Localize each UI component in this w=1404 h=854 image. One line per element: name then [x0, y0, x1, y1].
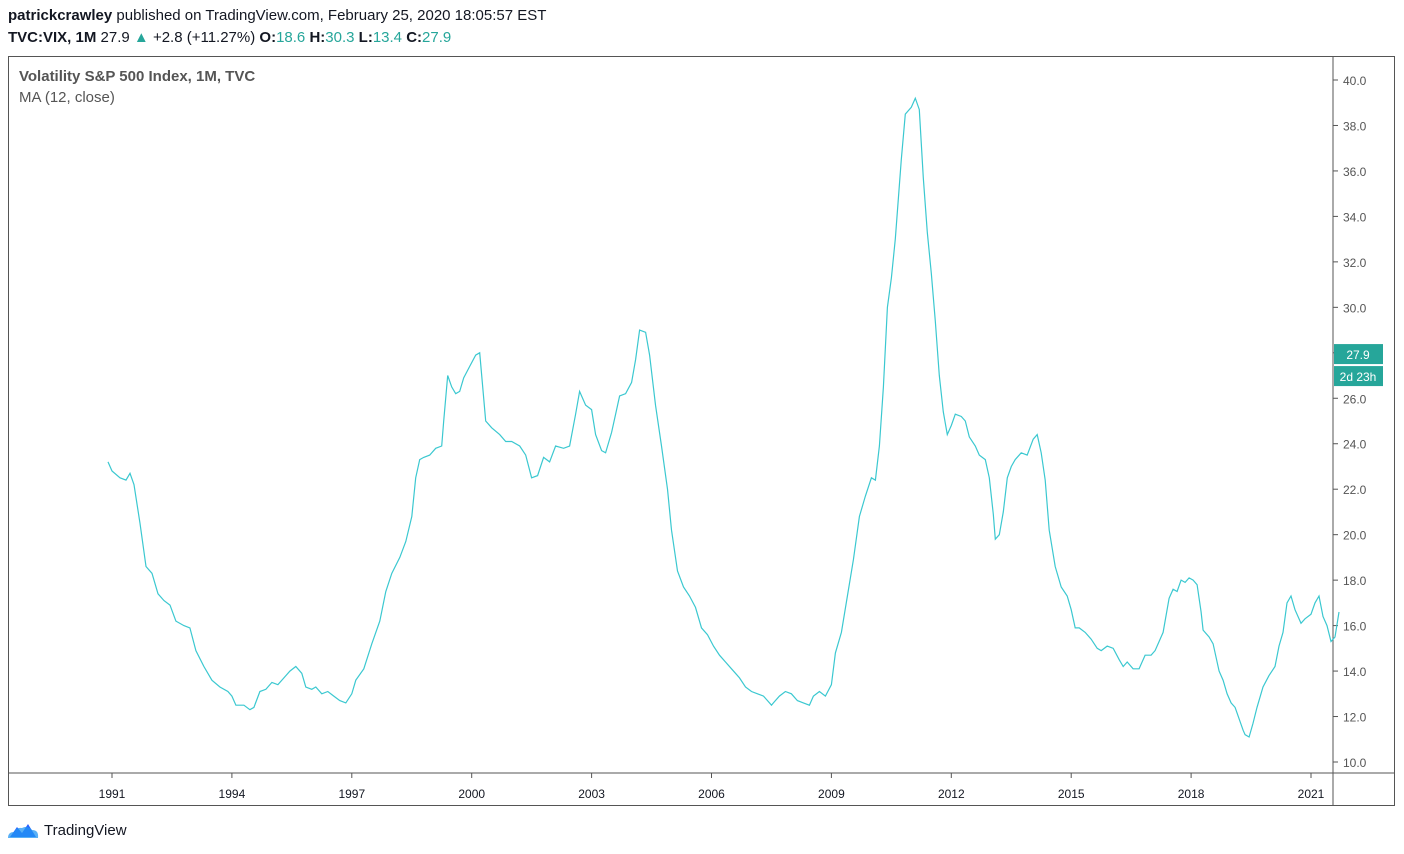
countdown-tag-label: 2d 23h [1340, 370, 1377, 384]
open-label: O: [259, 29, 277, 46]
y-tick-label: 18.0 [1343, 574, 1367, 588]
y-tick-label: 36.0 [1343, 165, 1367, 179]
x-tick-label: 2018 [1178, 787, 1205, 801]
symbol-line: TVC:VIX, 1M 27.9 ▲ +2.8 (+11.27%) O:18.6… [8, 29, 451, 46]
y-tick-label: 24.0 [1343, 438, 1367, 452]
y-tick-label: 16.0 [1343, 620, 1367, 634]
ma-series-line[interactable] [107, 96, 1340, 738]
x-tick-label: 2000 [458, 787, 485, 801]
last-price-tag-label: 27.9 [1346, 348, 1370, 362]
x-tick-label: 1991 [99, 787, 126, 801]
last-price: 27.9 [100, 29, 130, 46]
y-tick-label: 12.0 [1343, 711, 1367, 725]
last-price-tag [1334, 344, 1383, 365]
y-tick-label: 26.0 [1343, 392, 1367, 406]
y-tick-label: 22.0 [1343, 483, 1367, 497]
chart-frame[interactable] [8, 56, 1395, 806]
close-value: 27.9 [422, 29, 452, 46]
up-arrow-icon: ▲ [133, 29, 149, 46]
chart-title: Volatility S&P 500 Index, 1M, TVC [19, 68, 256, 85]
author-name[interactable]: patrickcrawley [8, 7, 113, 24]
indicator-label[interactable]: MA (12, close) [19, 89, 115, 106]
y-tick-label: 34.0 [1343, 210, 1367, 224]
y-tick-label: 40.0 [1343, 74, 1367, 88]
open-value: 18.6 [276, 29, 306, 46]
x-tick-label: 2009 [818, 787, 845, 801]
low-label: L: [358, 29, 373, 46]
y-tick-label: 38.0 [1343, 119, 1367, 133]
brand-logo[interactable]: TradingView [6, 820, 127, 840]
close-label: C: [406, 29, 423, 46]
high-label: H: [309, 29, 326, 46]
y-tick-label: 32.0 [1343, 256, 1367, 270]
x-tick-label: 2003 [578, 787, 605, 801]
y-tick-label: 30.0 [1343, 301, 1367, 315]
x-tick-label: 2021 [1298, 787, 1325, 801]
x-tick-label: 2015 [1058, 787, 1085, 801]
x-tick-label: 2006 [698, 787, 725, 801]
brand-name: TradingView [44, 821, 127, 839]
published-info: published on TradingView.com, February 2… [116, 7, 547, 24]
y-tick-label: 20.0 [1343, 529, 1367, 543]
tradingview-cloud-icon [8, 824, 39, 838]
publisher-line: patrickcrawley published on TradingView.… [8, 7, 546, 24]
x-tick-label: 2012 [938, 787, 965, 801]
y-tick-label: 10.0 [1343, 756, 1367, 770]
x-tick-label: 1994 [219, 787, 246, 801]
price-change: +2.8 (+11.27%) [152, 29, 256, 46]
countdown-tag [1334, 366, 1383, 387]
y-tick-label: 14.0 [1343, 665, 1367, 679]
high-value: 30.3 [325, 29, 355, 46]
x-tick-label: 1997 [338, 787, 365, 801]
symbol-label: TVC:VIX, 1M [8, 29, 97, 46]
low-value: 13.4 [372, 29, 403, 46]
